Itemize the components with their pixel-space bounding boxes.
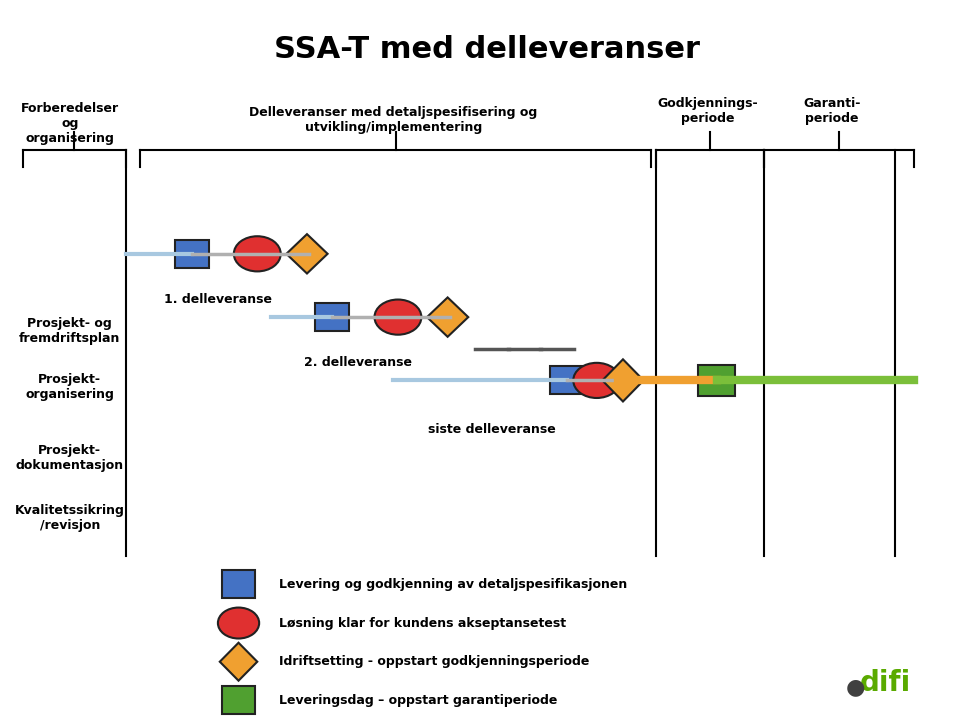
Text: Forberedelser
og
organisering: Forberedelser og organisering	[21, 103, 119, 146]
Ellipse shape	[374, 300, 421, 335]
Polygon shape	[427, 298, 468, 337]
Text: Løsning klar for kundens akseptansetest: Løsning klar for kundens akseptansetest	[278, 617, 566, 630]
Text: Prosjekt-
organisering: Prosjekt- organisering	[25, 374, 114, 402]
Text: 1. delleveranse: 1. delleveranse	[163, 293, 272, 306]
Bar	[222, 571, 255, 598]
Text: ●: ●	[846, 677, 865, 697]
Text: Kvalitetssikring
/revisjon: Kvalitetssikring /revisjon	[14, 503, 125, 531]
Text: Delleveranser med detaljspesifisering og
utvikling/implementering: Delleveranser med detaljspesifisering og…	[249, 106, 538, 134]
Bar	[222, 686, 255, 714]
Ellipse shape	[234, 236, 280, 272]
Text: difi: difi	[860, 669, 911, 697]
Text: Prosjekt- og
fremdriftsplan: Prosjekt- og fremdriftsplan	[19, 317, 120, 345]
Bar	[698, 365, 735, 396]
Ellipse shape	[573, 363, 620, 398]
Text: Prosjekt-
dokumentasjon: Prosjekt- dokumentasjon	[15, 444, 124, 472]
Polygon shape	[602, 359, 643, 402]
Ellipse shape	[218, 607, 259, 639]
Text: SSA-T med delleveranser: SSA-T med delleveranser	[274, 35, 700, 65]
Bar	[316, 303, 349, 331]
Bar	[175, 240, 208, 267]
Polygon shape	[286, 234, 327, 273]
Polygon shape	[220, 642, 257, 680]
Text: siste delleveranse: siste delleveranse	[428, 423, 556, 436]
Text: Levering og godkjenning av detaljspesifikasjonen: Levering og godkjenning av detaljspesifi…	[278, 578, 627, 591]
Bar	[550, 366, 584, 394]
Text: Garanti-
periode: Garanti- periode	[804, 97, 861, 125]
Text: Leveringsdag – oppstart garantiperiode: Leveringsdag – oppstart garantiperiode	[278, 694, 557, 707]
Text: Idriftsetting - oppstart godkjenningsperiode: Idriftsetting - oppstart godkjenningsper…	[278, 655, 589, 668]
Text: 2. delleveranse: 2. delleveranse	[304, 356, 412, 369]
Text: Godkjennings-
periode: Godkjennings- periode	[657, 97, 757, 125]
